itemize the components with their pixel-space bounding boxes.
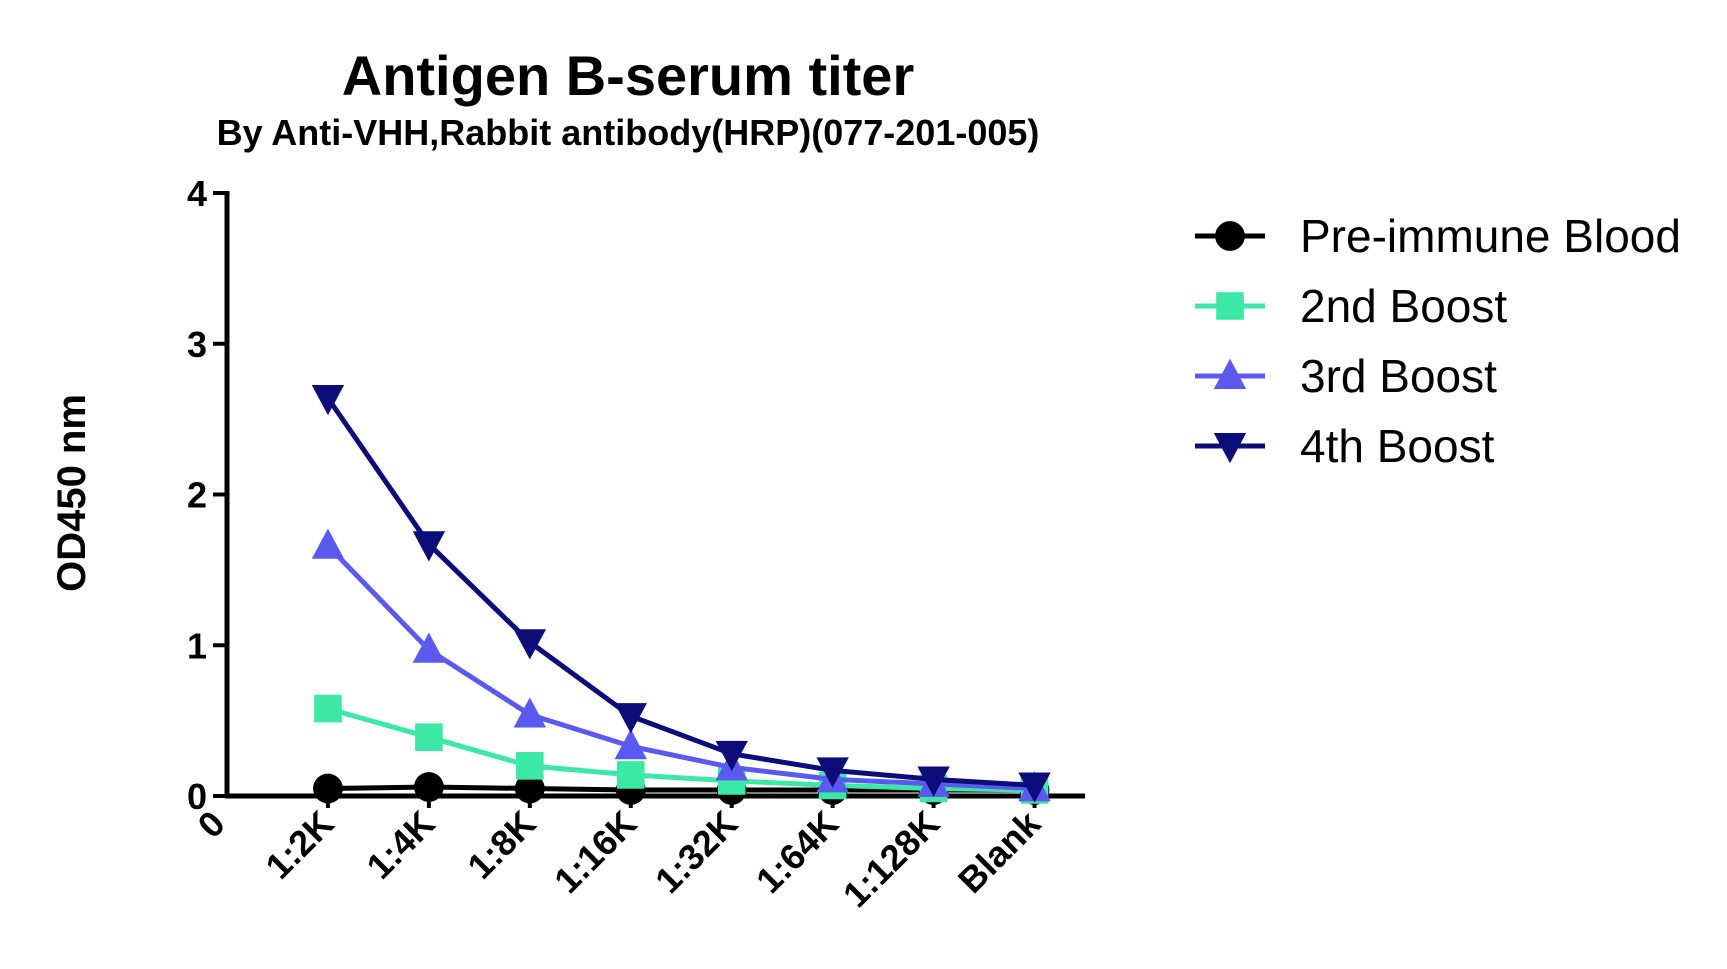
series-line xyxy=(325,396,1035,788)
x-tick-label: 1:128K xyxy=(835,803,947,915)
legend-marker xyxy=(1215,221,1245,251)
data-point xyxy=(614,703,647,734)
legend-item: Pre-immune Blood xyxy=(1195,210,1681,262)
legend: Pre-immune Blood 2nd Boost 3rd Boost 4th Bo… xyxy=(1195,210,1681,472)
legend-marker xyxy=(1213,433,1247,464)
y-tick-label: 0 xyxy=(187,776,207,817)
data-point xyxy=(414,772,444,802)
data-point xyxy=(311,528,345,559)
data-point xyxy=(1018,772,1051,803)
data-point xyxy=(917,766,950,797)
series-line xyxy=(326,544,1035,791)
x-tick-label: 1:16K xyxy=(546,803,644,901)
legend-item: 2nd Boost xyxy=(1195,280,1507,332)
y-tick-label: 2 xyxy=(187,475,207,516)
data-point xyxy=(614,728,647,760)
data-point xyxy=(715,740,748,772)
data-point xyxy=(412,632,446,663)
series-line xyxy=(327,706,1035,793)
legend-label: 4th Boost xyxy=(1300,420,1495,472)
data-point xyxy=(816,757,849,788)
data-point xyxy=(415,723,443,752)
y-tick-label: 3 xyxy=(187,324,207,365)
x-origin-label: 0 xyxy=(190,803,233,846)
x-tick-label: 1:64K xyxy=(748,803,846,901)
y-tick-label: 4 xyxy=(187,173,207,214)
legend-label: 3rd Boost xyxy=(1300,350,1497,402)
data-point xyxy=(616,761,645,789)
x-tick-label: Blank xyxy=(950,802,1049,901)
series-4 xyxy=(311,385,1051,803)
x-tick-label: 1:32K xyxy=(647,803,745,901)
data-point xyxy=(311,385,345,416)
x-tick-label: 1:8K xyxy=(459,803,543,887)
data-point xyxy=(314,694,342,723)
x-tick-label: 1:2K xyxy=(257,803,341,887)
y-axis-label: OD450 nm xyxy=(50,394,94,592)
x-tick-label: 1:4K xyxy=(358,803,442,887)
legend-marker xyxy=(1216,292,1244,320)
legend-marker xyxy=(1213,358,1247,389)
data-point xyxy=(514,773,545,804)
legend-label: 2nd Boost xyxy=(1300,280,1507,332)
chart-subtitle: By Anti-VHH,Rabbit antibody(HRP)(077-201… xyxy=(217,112,1040,153)
chart-title: Antigen B-serum titer xyxy=(342,44,915,107)
data-point xyxy=(516,752,544,780)
legend-label: Pre-immune Blood xyxy=(1300,210,1681,262)
data-point xyxy=(513,697,547,728)
legend-item: 3rd Boost xyxy=(1195,350,1497,402)
data-point xyxy=(412,531,446,562)
y-tick-label: 1 xyxy=(187,625,207,666)
data-point xyxy=(513,629,547,660)
series-3 xyxy=(311,528,1051,802)
data-point xyxy=(313,773,343,804)
legend-item: 4th Boost xyxy=(1195,420,1495,472)
series-layer xyxy=(311,385,1051,805)
